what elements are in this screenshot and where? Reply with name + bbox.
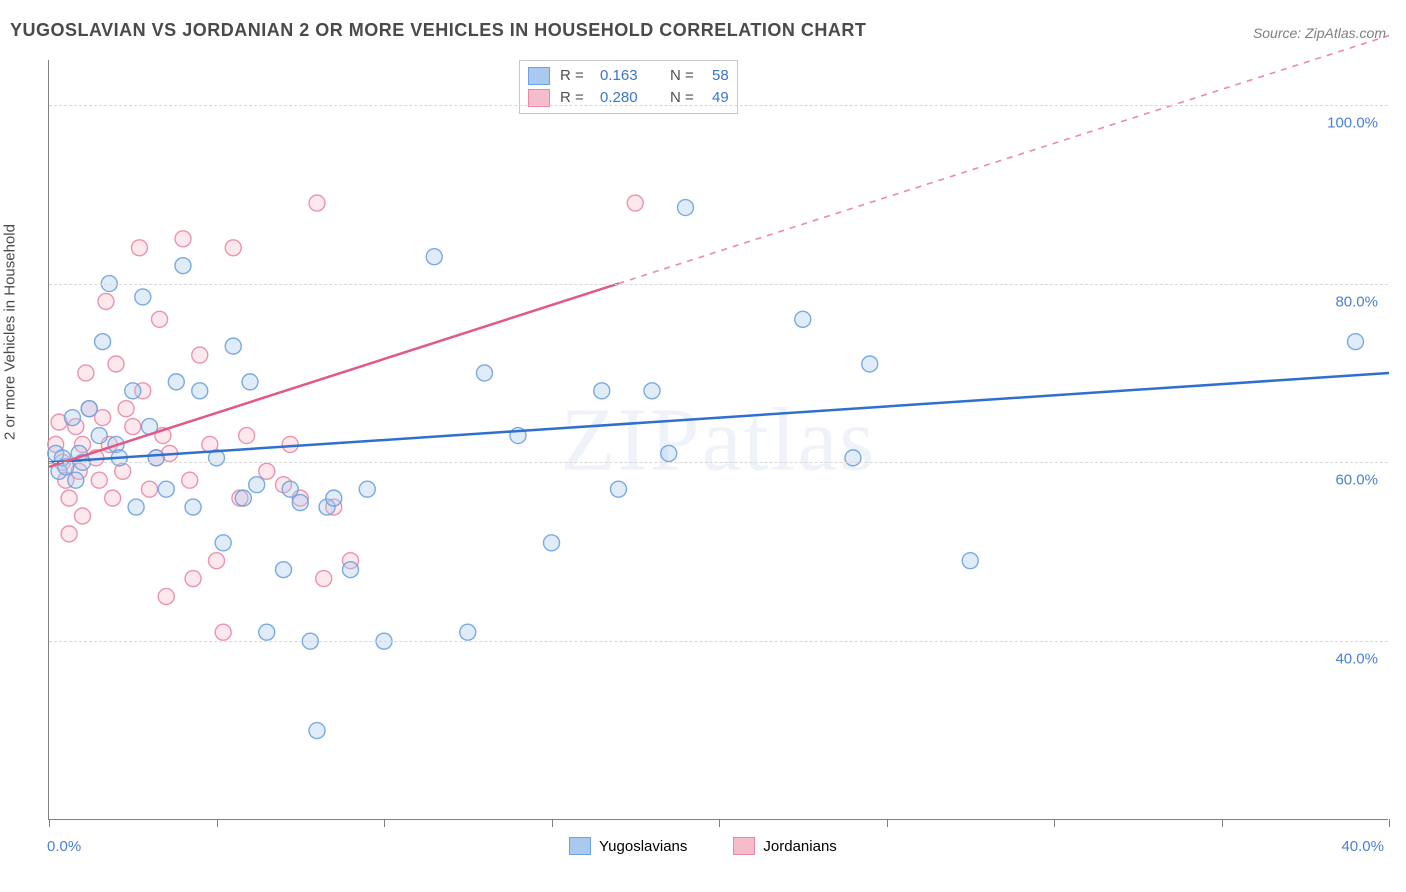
legend-label-yugoslavians: Yugoslavians — [599, 838, 687, 855]
y-axis-label: 2 or more Vehicles in Household — [2, 224, 19, 440]
chart-container: YUGOSLAVIAN VS JORDANIAN 2 OR MORE VEHIC… — [0, 0, 1406, 892]
source-name: ZipAtlas.com — [1305, 25, 1386, 41]
legend-label-jordanians: Jordanians — [763, 838, 836, 855]
chart-title: YUGOSLAVIAN VS JORDANIAN 2 OR MORE VEHIC… — [10, 20, 866, 41]
scatter-svg — [49, 60, 1389, 820]
legend-swatch-yugoslavians — [569, 837, 591, 855]
x-tick-label: 0.0% — [47, 838, 81, 855]
y-tick-label: 80.0% — [1335, 293, 1378, 310]
source-attribution: Source: ZipAtlas.com — [1253, 25, 1386, 41]
y-tick-label: 40.0% — [1335, 651, 1378, 668]
x-tick-label: 40.0% — [1341, 838, 1384, 855]
y-tick-label: 100.0% — [1327, 114, 1378, 131]
source-prefix: Source: — [1253, 25, 1305, 41]
plot-area: ZIPatlas R = 0.163 N = 58 R = 0.280 N = … — [48, 60, 1388, 820]
legend-swatch-jordanians — [733, 837, 755, 855]
series-legend: Yugoslavians Jordanians — [569, 837, 837, 855]
y-tick-label: 60.0% — [1335, 472, 1378, 489]
